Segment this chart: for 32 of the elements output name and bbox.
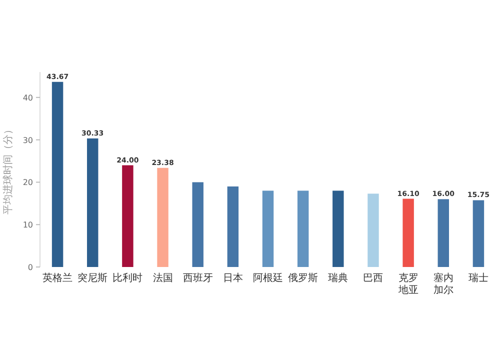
x-tick-label: 比利时: [112, 272, 143, 284]
bar: [438, 199, 449, 267]
bar: [227, 186, 239, 267]
x-tick-label: 克罗地亚: [397, 272, 418, 296]
bar: [402, 198, 414, 267]
x-tick-label: 英格兰: [42, 272, 73, 284]
bar: [87, 138, 98, 267]
x-tick-label: 俄罗斯: [288, 272, 318, 284]
y-tick-label: 40: [22, 93, 33, 102]
x-tick-label: 巴西: [363, 273, 384, 284]
x-tick-label: 日本: [222, 272, 243, 284]
x-tick-label: 阿根廷: [253, 272, 283, 284]
y-tick-label: 0: [28, 263, 33, 272]
bar: [157, 168, 168, 267]
x-tick-label: 突尼斯: [78, 272, 108, 284]
y-tick-label: 30: [22, 136, 33, 145]
bar: [262, 190, 274, 267]
bar: [368, 194, 379, 267]
y-axis-title: 平均进球时间（分）: [2, 124, 14, 214]
x-tick-label: 瑞士: [468, 272, 488, 284]
bar: [122, 165, 134, 267]
bar: [332, 190, 344, 267]
y-tick-label: 20: [22, 178, 33, 188]
bar: [297, 190, 309, 267]
bar: [52, 82, 64, 267]
y-tick-label: 10: [22, 220, 33, 230]
bar: [192, 182, 204, 267]
bar: [472, 200, 484, 267]
x-tick-label: 瑞典: [328, 272, 348, 284]
x-tick-label: 西班牙: [182, 272, 213, 284]
x-tick-label: 塞内加尔: [433, 272, 454, 296]
x-tick-label: 法国: [152, 272, 173, 284]
